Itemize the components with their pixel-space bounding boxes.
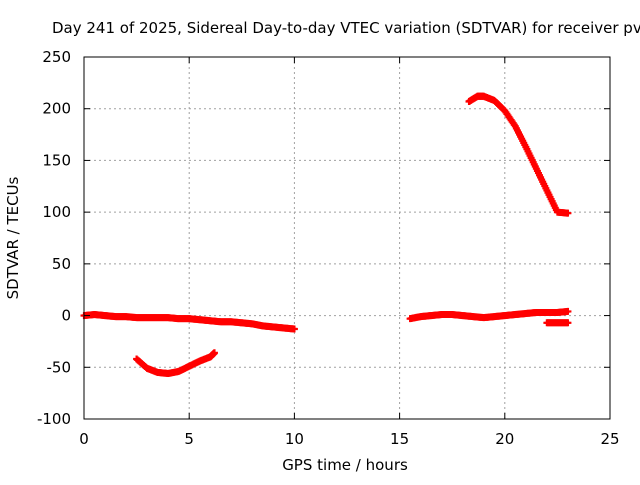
- data-point: [564, 319, 572, 327]
- y-tick-label: 0: [61, 307, 71, 325]
- x-tick-label: 5: [184, 430, 194, 448]
- data-points: [80, 92, 572, 377]
- series-arc-late-near-zero: [406, 307, 572, 323]
- y-tick-label: 250: [42, 48, 71, 66]
- axis-ticks: [83, 56, 611, 420]
- x-tick-label: 0: [79, 430, 89, 448]
- data-point: [564, 307, 572, 315]
- y-tick-label: -100: [37, 410, 71, 428]
- series-arc-early-negative: [133, 349, 218, 377]
- x-tick-label: 25: [600, 430, 619, 448]
- series-arc-early-near-zero: [80, 311, 298, 333]
- y-tick-label: -50: [47, 358, 72, 376]
- series-arc-late-high: [465, 92, 572, 217]
- grid-lines: [84, 57, 610, 419]
- x-tick-labels: 0 5 10 15 20 25: [79, 430, 619, 448]
- x-tick-label: 15: [390, 430, 409, 448]
- y-tick-label: 200: [42, 100, 71, 118]
- series-arc-late-outlier: [543, 319, 572, 327]
- chart-title: Day 241 of 2025, Sidereal Day-to-day VTE…: [52, 19, 640, 37]
- y-tick-label: 150: [42, 151, 71, 169]
- data-point: [564, 209, 572, 217]
- y-axis-label: SDTVAR / TECUs: [4, 176, 22, 299]
- data-point: [290, 325, 298, 333]
- y-tick-labels: -100 -50 0 50 100 150 200 250: [37, 48, 71, 428]
- data-point: [210, 349, 218, 357]
- plot-frame: [83, 56, 611, 420]
- y-tick-label: 100: [42, 203, 71, 221]
- x-tick-label: 10: [285, 430, 304, 448]
- x-axis-label: GPS time / hours: [282, 456, 408, 474]
- x-tick-label: 20: [495, 430, 514, 448]
- y-tick-label: 50: [52, 255, 71, 273]
